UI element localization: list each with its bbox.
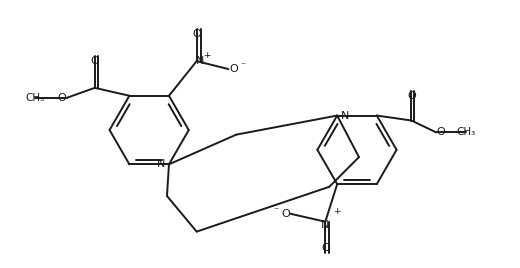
Text: CH₃: CH₃ [456,127,475,137]
Text: O: O [90,56,99,66]
Text: O: O [321,243,330,254]
Text: O: O [437,127,446,137]
Text: ⁻: ⁻ [274,206,278,216]
Text: +: + [203,51,210,60]
Text: +: + [333,207,341,216]
Text: O: O [58,93,67,103]
Text: ⁻: ⁻ [241,61,246,71]
Text: N: N [157,159,165,169]
Text: O: O [281,209,290,219]
Text: O: O [192,29,201,39]
Text: N: N [341,111,349,121]
Text: CH₃: CH₃ [25,93,45,103]
Text: N: N [321,220,330,230]
Text: O: O [229,64,238,74]
Text: N: N [196,56,204,66]
Text: O: O [407,91,416,101]
